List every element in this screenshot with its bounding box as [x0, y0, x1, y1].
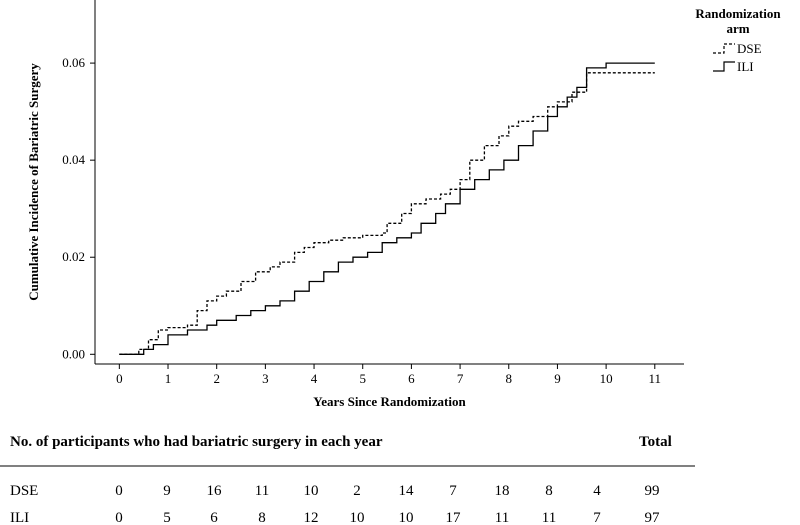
table-total-dse: 99 — [645, 483, 660, 499]
y-axis-title: Cumulative Incidence of Bariatric Surger… — [26, 63, 41, 301]
x-tick-label: 2 — [213, 371, 220, 386]
legend-title-line2: arm — [726, 21, 749, 36]
table-cell: 8 — [258, 510, 266, 525]
x-tick-label: 8 — [506, 371, 513, 386]
table-cell: 0 — [115, 483, 123, 499]
table-row-label-ili: ILI — [10, 510, 29, 525]
table-cell: 12 — [304, 510, 319, 525]
table-total-header: Total — [639, 434, 672, 450]
x-tick-label: 11 — [649, 371, 662, 386]
table-cell: 7 — [593, 510, 601, 525]
table-title: No. of participants who had bariatric su… — [10, 434, 383, 450]
table-cell: 2 — [353, 483, 361, 499]
x-tick-label: 1 — [165, 371, 172, 386]
x-tick-label: 4 — [311, 371, 318, 386]
series-ili-line — [119, 62, 655, 355]
legend-swatch-ili — [713, 61, 735, 72]
table-cell: 11 — [542, 510, 556, 525]
legend: Randomization arm DSE ILI — [695, 6, 781, 74]
x-tick-label: 3 — [262, 371, 269, 386]
table-cell: 10 — [399, 510, 414, 525]
table-cell: 10 — [304, 483, 319, 499]
series-layer — [119, 62, 655, 355]
table-cell: 14 — [399, 483, 415, 499]
legend-label-ili: ILI — [737, 59, 754, 74]
table-cell: 4 — [593, 483, 601, 499]
table-cell: 11 — [495, 510, 509, 525]
table-cell: 5 — [163, 510, 171, 525]
legend-label-dse: DSE — [737, 41, 762, 56]
series-dse-line — [119, 72, 655, 355]
legend-title-line1: Randomization — [695, 6, 781, 21]
table-cell: 16 — [207, 483, 223, 499]
table-cell: 17 — [446, 510, 462, 525]
y-tick-label: 0.04 — [62, 152, 85, 167]
x-axis-title: Years Since Randomization — [313, 394, 466, 409]
table-cell: 10 — [350, 510, 365, 525]
table-cell: 18 — [495, 483, 510, 499]
table-row-label-dse: DSE — [10, 483, 38, 499]
participants-table: No. of participants who had bariatric su… — [0, 434, 695, 525]
table-cell: 8 — [545, 483, 553, 499]
y-tick-label: 0.02 — [62, 249, 85, 264]
table-cell: 0 — [115, 510, 123, 525]
table-cell: 6 — [210, 510, 218, 525]
x-tick-label: 10 — [600, 371, 613, 386]
table-total-ili: 97 — [645, 510, 661, 525]
x-tick-label: 0 — [116, 371, 123, 386]
x-tick-label: 9 — [554, 371, 561, 386]
x-tick-label: 5 — [359, 371, 366, 386]
x-tick-label: 6 — [408, 371, 415, 386]
table-cell: 9 — [163, 483, 171, 499]
y-tick-label: 0.06 — [62, 55, 85, 70]
table-cell: 11 — [255, 483, 269, 499]
y-tick-label: 0.00 — [62, 346, 85, 361]
axes: 0 1 2 3 4 5 6 7 8 9 10 11 0.00 0.02 0.04 0.06 Years Sinc… — [26, 0, 684, 409]
x-tick-label: 7 — [457, 371, 464, 386]
legend-swatch-dse — [713, 43, 735, 54]
table-cell: 7 — [449, 483, 457, 499]
